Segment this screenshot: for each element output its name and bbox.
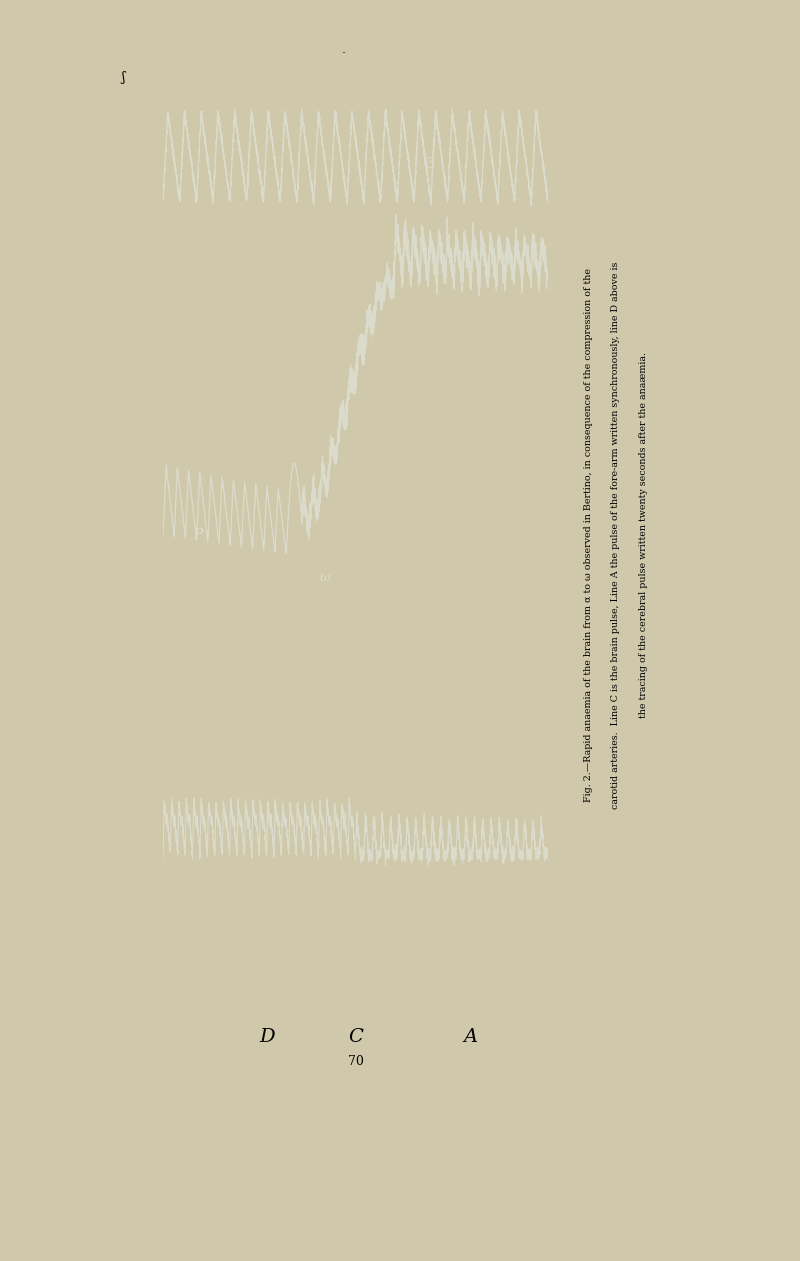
Text: 3: 3 xyxy=(426,156,435,170)
Text: D: D xyxy=(259,1028,274,1045)
Text: A: A xyxy=(464,1028,478,1045)
Text: Fig. 2.—Rapid anaemia of the brain from α to ω observed in Bertino, in consequen: Fig. 2.—Rapid anaemia of the brain from … xyxy=(583,269,593,802)
Text: .: . xyxy=(342,43,346,57)
Text: ω: ω xyxy=(319,571,330,584)
Text: 70: 70 xyxy=(347,1055,363,1068)
Text: carotid arteries.  Line C is the brain pulse, Line A the pulse of the fore-arm w: carotid arteries. Line C is the brain pu… xyxy=(611,261,621,808)
Text: ʃ: ʃ xyxy=(122,71,125,84)
Text: C: C xyxy=(348,1028,363,1045)
Text: the tracing of the cerebral pulse written twenty seconds after the anaæmia.: the tracing of the cerebral pulse writte… xyxy=(639,352,649,718)
Text: P: P xyxy=(193,528,202,542)
